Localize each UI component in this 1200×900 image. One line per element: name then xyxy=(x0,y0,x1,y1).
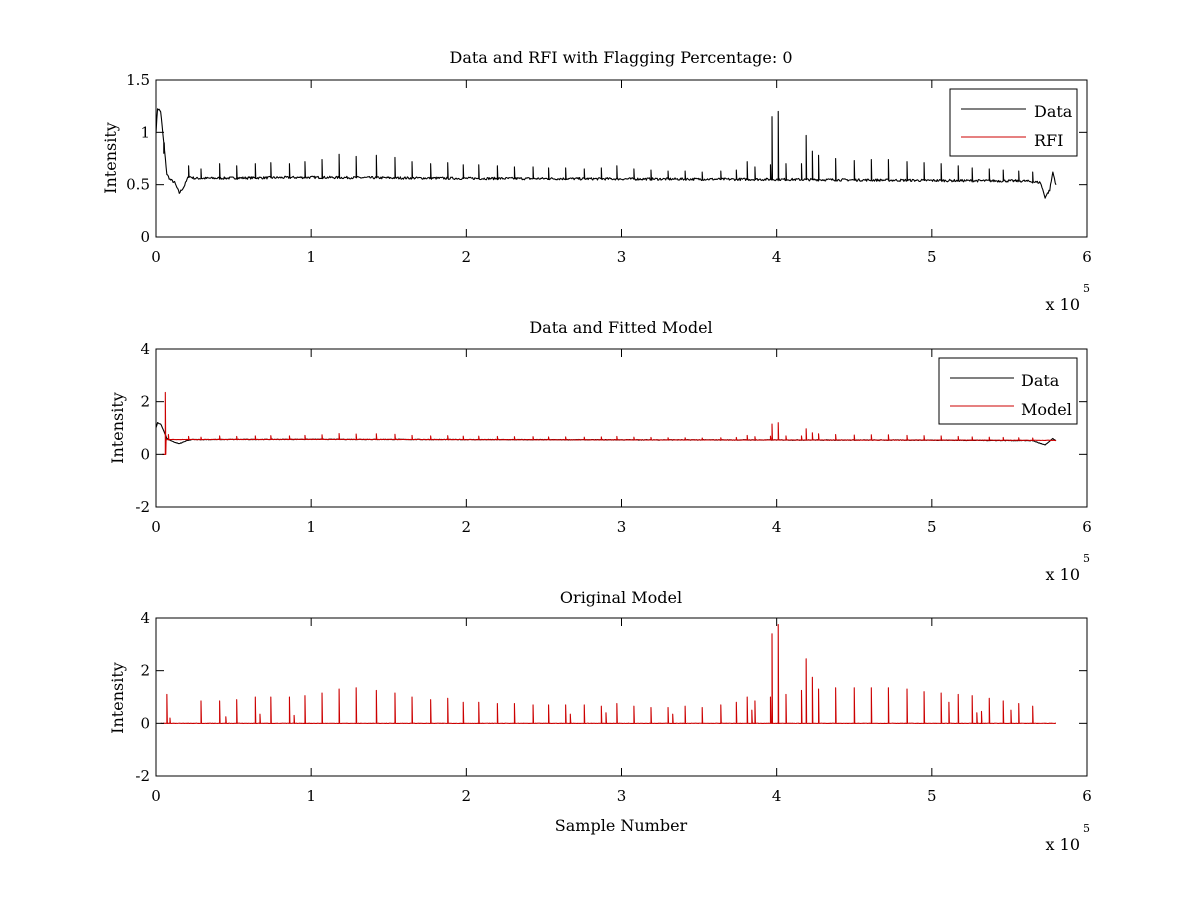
x-tick-label: 0 xyxy=(151,248,161,266)
legend: Data RFI xyxy=(949,88,1078,157)
x-axis-label: Sample Number xyxy=(555,816,688,835)
y-axis-label: Intensity xyxy=(108,392,127,464)
x-tick-label: 2 xyxy=(462,248,472,266)
legend-entry-rfi: RFI xyxy=(1034,131,1063,150)
x-multiplier-exponent: 5 xyxy=(1083,822,1090,835)
y-axis-label: Intensity xyxy=(108,662,127,734)
x-tick-label: 4 xyxy=(772,787,782,805)
chart-title: Original Model xyxy=(560,588,682,607)
chart-title: Data and Fitted Model xyxy=(529,318,712,337)
legend-box xyxy=(949,88,1078,157)
x-tick-label: 3 xyxy=(617,248,627,266)
y-tick-label: 1.5 xyxy=(126,71,150,89)
legend-box xyxy=(938,357,1078,425)
x-tick-label: 5 xyxy=(927,787,937,805)
subplot-data-rfi: Data and RFI with Flagging Percentage: 0… xyxy=(101,48,1092,314)
y-tick-label: 0 xyxy=(140,445,150,463)
series-line-data xyxy=(155,108,1057,199)
x-tick-label: 6 xyxy=(1082,248,1092,266)
y-tick-label: 2 xyxy=(140,393,150,411)
y-tick-label: -2 xyxy=(135,498,150,516)
ticks-layer: 0 1 2 3 4 5 6 0 0.5 1 1.5 xyxy=(126,71,1092,266)
x-multiplier-base: x 10 xyxy=(1046,565,1080,584)
y-tick-label: 0 xyxy=(140,714,150,732)
y-tick-label: 1 xyxy=(140,123,150,141)
plot-area xyxy=(155,617,1088,777)
chart-title: Data and RFI with Flagging Percentage: 0 xyxy=(449,48,792,67)
x-tick-label: 3 xyxy=(617,787,627,805)
series-line-model xyxy=(162,391,1057,456)
x-tick-label: 1 xyxy=(306,518,316,536)
legend: Data Model xyxy=(938,357,1078,425)
x-tick-label: 4 xyxy=(772,248,782,266)
x-tick-label: 3 xyxy=(617,518,627,536)
y-tick-label: 0.5 xyxy=(126,176,150,194)
x-multiplier-base: x 10 xyxy=(1046,295,1080,314)
plot-area xyxy=(155,348,1088,508)
series-layer xyxy=(155,108,1057,199)
legend-entry-model: Model xyxy=(1021,400,1072,419)
y-tick-label: 4 xyxy=(140,609,150,627)
x-tick-label: 4 xyxy=(772,518,782,536)
x-tick-label: 6 xyxy=(1082,787,1092,805)
legend-entry-data: Data xyxy=(1034,102,1073,121)
x-tick-label: 2 xyxy=(462,787,472,805)
series-layer xyxy=(155,391,1057,456)
x-tick-label: 1 xyxy=(306,248,316,266)
x-tick-label: 0 xyxy=(151,787,161,805)
x-tick-label: 0 xyxy=(151,518,161,536)
x-tick-label: 5 xyxy=(927,518,937,536)
x-tick-label: 1 xyxy=(306,787,316,805)
x-multiplier-base: x 10 xyxy=(1046,835,1080,854)
y-axis-label: Intensity xyxy=(101,122,120,194)
x-tick-label: 2 xyxy=(462,518,472,536)
y-tick-label: 2 xyxy=(140,662,150,680)
y-tick-label: 4 xyxy=(140,340,150,358)
x-multiplier-exponent: 5 xyxy=(1083,282,1090,295)
series-layer xyxy=(160,624,1057,725)
y-tick-label: 0 xyxy=(140,228,150,246)
x-tick-label: 5 xyxy=(927,248,937,266)
x-multiplier-exponent: 5 xyxy=(1083,552,1090,565)
y-tick-label: -2 xyxy=(135,767,150,785)
series-line-model xyxy=(160,624,1057,725)
plot-area xyxy=(155,79,1088,238)
x-tick-label: 6 xyxy=(1082,518,1092,536)
legend-entry-data: Data xyxy=(1021,371,1060,390)
